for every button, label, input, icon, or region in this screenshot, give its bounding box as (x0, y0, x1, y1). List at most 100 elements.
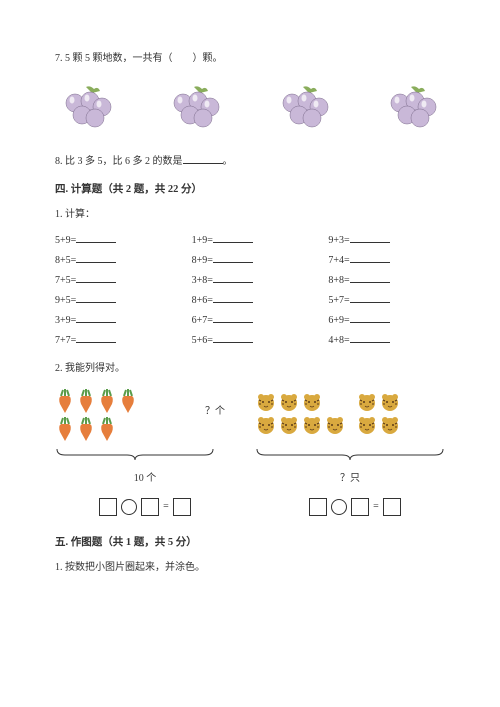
tiger-icon (255, 415, 277, 437)
question-8: 8. 比 3 多 5，比 6 多 2 的数是 。 (55, 153, 445, 171)
box-icon[interactable] (351, 498, 369, 516)
q8-blank[interactable] (183, 153, 223, 164)
calc-item: 7+5= (55, 272, 172, 290)
calc-expr: 5+9= (55, 235, 76, 246)
carrot-icon (55, 416, 75, 442)
calc-expr: 8+9= (192, 255, 213, 266)
calc-blank[interactable] (350, 312, 390, 323)
calc-item: 1+9= (192, 232, 309, 250)
calc-blank[interactable] (213, 272, 253, 283)
bracket-1-label: 10 个 (55, 470, 235, 488)
calc-blank[interactable] (213, 312, 253, 323)
q5-1-text: 1. 按数把小图片圈起来，并涂色。 (55, 559, 445, 577)
grapes-icon (277, 83, 332, 133)
question-7: 7. 5 颗 5 颗地数，一共有（ ）颗。 (55, 50, 445, 68)
tiger-icon (255, 392, 277, 414)
calc-expr: 8+8= (328, 275, 349, 286)
calc-expr: 9+5= (55, 295, 76, 306)
box-icon[interactable] (173, 498, 191, 516)
calc-blank[interactable] (350, 252, 390, 263)
tigers-container (255, 392, 445, 442)
diagram-carrots: ？个 10 个 (55, 388, 235, 488)
tiger-icon (301, 415, 323, 437)
calc-blank[interactable] (76, 292, 116, 303)
carrot-icon (76, 416, 96, 442)
equation-1: = (55, 498, 235, 516)
calc-item: 8+9= (192, 252, 309, 270)
calc-item: 5+6= (192, 332, 309, 350)
tiger-icon (379, 392, 401, 414)
calc-blank[interactable] (213, 332, 253, 343)
calc-blank[interactable] (76, 252, 116, 263)
calc-item: 3+8= (192, 272, 309, 290)
tiger-icon (324, 415, 346, 437)
q7-text: 7. 5 颗 5 颗地数，一共有（ ）颗。 (55, 53, 223, 64)
calc-expr: 7+7= (55, 335, 76, 346)
calc-expr: 6+7= (192, 315, 213, 326)
equation-2: = (265, 498, 445, 516)
box-icon[interactable] (383, 498, 401, 516)
calc-expr: 6+9= (328, 315, 349, 326)
calc-blank[interactable] (350, 232, 390, 243)
section-5-title: 五. 作图题（共 1 题，共 5 分） (55, 534, 445, 553)
circle-icon[interactable] (121, 499, 137, 515)
calc-expr: 8+5= (55, 255, 76, 266)
box-icon[interactable] (99, 498, 117, 516)
calc-expr: 7+5= (55, 275, 76, 286)
calc-grid: 5+9= 1+9= 9+3= 8+5= 8+9= 7+4= 7+5= 3+8= 8+8= 9+5=… (55, 232, 445, 350)
bracket-2: ？只 (255, 447, 445, 488)
carrot-icon (76, 388, 96, 414)
calc-blank[interactable] (350, 272, 390, 283)
box-icon[interactable] (309, 498, 327, 516)
calc-expr: 3+8= (192, 275, 213, 286)
calc-item: 6+7= (192, 312, 309, 330)
calc-item: 8+5= (55, 252, 172, 270)
calc-item: 5+9= (55, 232, 172, 250)
calc-item: 8+6= (192, 292, 309, 310)
tiger-icon (278, 392, 300, 414)
grapes-icon (385, 83, 440, 133)
calc-blank[interactable] (213, 252, 253, 263)
calc-blank[interactable] (213, 232, 253, 243)
calc-blank[interactable] (76, 232, 116, 243)
calc-expr: 9+3= (328, 235, 349, 246)
calc-item: 9+5= (55, 292, 172, 310)
calc-blank[interactable] (76, 272, 116, 283)
bracket-icon (55, 447, 215, 461)
diagram-tigers: ？只 (255, 392, 445, 488)
bracket-icon (255, 447, 445, 461)
box-icon[interactable] (141, 498, 159, 516)
equation-row: = = (55, 498, 445, 516)
calc-expr: 3+9= (55, 315, 76, 326)
bracket-1: 10 个 (55, 447, 235, 488)
q8-prefix: 8. 比 3 多 5，比 6 多 2 的数是 (55, 156, 183, 167)
carrot-icon (55, 388, 75, 414)
carrot-icon (97, 416, 117, 442)
calc-item: 3+9= (55, 312, 172, 330)
calc-label: 1. 计算： (55, 206, 445, 224)
q8-suffix: 。 (223, 156, 233, 167)
calc-item: 9+3= (328, 232, 445, 250)
calc-item: 4+8= (328, 332, 445, 350)
circle-icon[interactable] (331, 499, 347, 515)
calc-expr: 5+6= (192, 335, 213, 346)
section-4-title: 四. 计算题（共 2 题，共 22 分） (55, 181, 445, 200)
calc-item: 7+7= (55, 332, 172, 350)
calc-blank[interactable] (350, 332, 390, 343)
equals-sign: = (163, 498, 169, 516)
d1-question: ？个 (205, 403, 225, 421)
calc-blank[interactable] (213, 292, 253, 303)
tiger-icon (278, 415, 300, 437)
grapes-icon (168, 83, 223, 133)
diagram-row: ？个 10 个 (55, 388, 445, 488)
calc-expr: 7+4= (328, 255, 349, 266)
grapes-row (55, 83, 445, 133)
calc-item: 6+9= (328, 312, 445, 330)
calc-expr: 5+7= (328, 295, 349, 306)
calc-blank[interactable] (350, 292, 390, 303)
calc-blank[interactable] (76, 332, 116, 343)
tiger-icon (301, 392, 323, 414)
tiger-icon (379, 415, 401, 437)
calc-expr: 1+9= (192, 235, 213, 246)
calc-blank[interactable] (76, 312, 116, 323)
